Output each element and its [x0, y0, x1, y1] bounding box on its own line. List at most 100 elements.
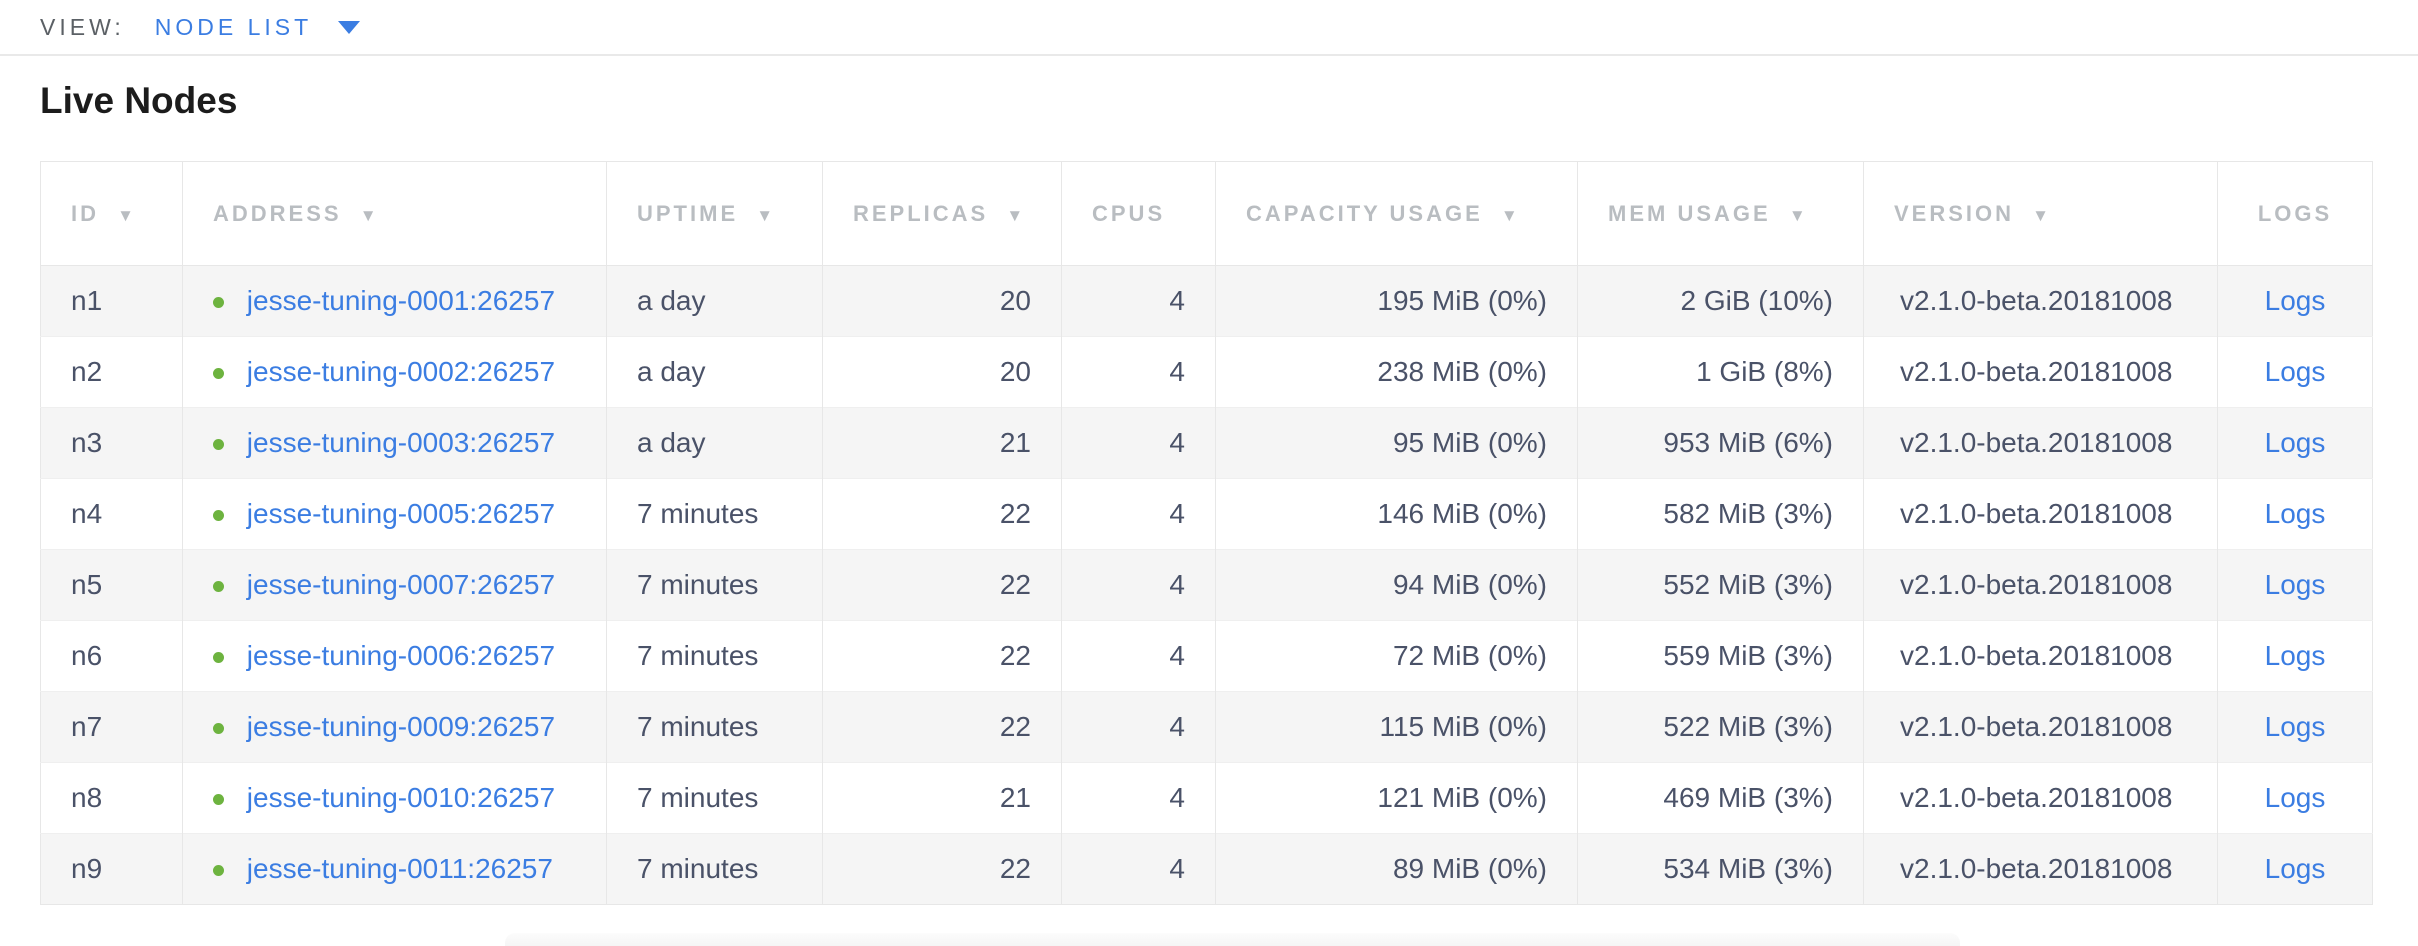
- node-mem-usage: 953 MiB (6%): [1663, 427, 1833, 458]
- chevron-down-icon: [338, 20, 361, 34]
- column-header: LOGS: [2217, 161, 2373, 266]
- node-address-link[interactable]: jesse-tuning-0005:26257: [246, 498, 556, 529]
- column-header-label: LOGS: [2257, 200, 2333, 226]
- node-logs-link[interactable]: Logs: [2264, 569, 2326, 600]
- column-header[interactable]: CAPACITY USAGE ▼: [1215, 161, 1578, 266]
- node-cpus: 4: [1169, 711, 1185, 742]
- node-capacity-cell: 94 MiB (0%): [1215, 549, 1578, 621]
- sort-desc-icon: ▼: [359, 205, 380, 225]
- node-version: v2.1.0-beta.20181008: [1900, 285, 2173, 316]
- node-id-cell: n8: [40, 762, 183, 834]
- node-address-link[interactable]: jesse-tuning-0011:26257: [246, 853, 553, 884]
- view-bar: VIEW: NODE LIST: [0, 0, 2418, 56]
- node-mem-cell: 1 GiB (8%): [1577, 336, 1864, 408]
- column-header[interactable]: REPLICAS ▼: [822, 161, 1062, 266]
- view-selector-dropdown[interactable]: NODE LIST: [155, 14, 361, 41]
- node-cpus: 4: [1169, 569, 1185, 600]
- sort-desc-icon: ▼: [756, 205, 777, 225]
- node-capacity-usage: 121 MiB (0%): [1377, 782, 1547, 813]
- node-capacity-cell: 95 MiB (0%): [1215, 407, 1578, 479]
- node-replicas: 20: [999, 356, 1031, 387]
- node-logs-link[interactable]: Logs: [2264, 711, 2326, 742]
- table-row: n3 jesse-tuning-0003:26257 a day 21 4 95…: [40, 407, 2373, 479]
- node-id-cell: n3: [40, 407, 183, 479]
- node-cpus-cell: 4: [1061, 762, 1216, 834]
- node-capacity-usage: 94 MiB (0%): [1392, 569, 1547, 600]
- node-capacity-usage: 95 MiB (0%): [1392, 427, 1547, 458]
- node-address-cell: jesse-tuning-0002:26257: [182, 336, 607, 408]
- node-version-cell: v2.1.0-beta.20181008: [1863, 833, 2218, 905]
- node-address-cell: jesse-tuning-0006:26257: [182, 620, 607, 692]
- node-version-cell: v2.1.0-beta.20181008: [1863, 762, 2218, 834]
- node-id-cell: n5: [40, 549, 183, 621]
- node-live-status-dot: [213, 865, 224, 876]
- node-logs-cell: Logs: [2217, 478, 2373, 550]
- node-logs-link[interactable]: Logs: [2264, 356, 2326, 387]
- node-logs-link[interactable]: Logs: [2264, 498, 2326, 529]
- column-header[interactable]: UPTIME ▼: [606, 161, 823, 266]
- node-address-link[interactable]: jesse-tuning-0007:26257: [246, 569, 556, 600]
- table-row: n8 jesse-tuning-0010:26257 7 minutes 21 …: [40, 762, 2373, 834]
- node-capacity-usage: 238 MiB (0%): [1377, 356, 1547, 387]
- column-header[interactable]: ADDRESS ▼: [182, 161, 607, 266]
- column-header[interactable]: ID ▼: [40, 161, 183, 266]
- node-mem-usage: 522 MiB (3%): [1663, 711, 1833, 742]
- node-logs-link[interactable]: Logs: [2264, 782, 2326, 813]
- node-replicas: 22: [999, 640, 1031, 671]
- node-replicas-cell: 22: [822, 833, 1062, 905]
- node-mem-cell: 552 MiB (3%): [1577, 549, 1864, 621]
- node-address-link[interactable]: jesse-tuning-0009:26257: [246, 711, 556, 742]
- node-address-link[interactable]: jesse-tuning-0003:26257: [246, 427, 556, 458]
- column-header[interactable]: VERSION ▼: [1863, 161, 2218, 266]
- node-logs-link[interactable]: Logs: [2264, 853, 2326, 884]
- node-id: n3: [71, 427, 103, 458]
- node-live-status-dot: [213, 439, 224, 450]
- node-logs-link[interactable]: Logs: [2264, 640, 2326, 671]
- node-address-link[interactable]: jesse-tuning-0001:26257: [246, 285, 556, 316]
- node-replicas: 22: [999, 853, 1031, 884]
- node-version: v2.1.0-beta.20181008: [1900, 711, 2173, 742]
- node-logs-link[interactable]: Logs: [2264, 427, 2326, 458]
- node-mem-cell: 469 MiB (3%): [1577, 762, 1864, 834]
- node-version: v2.1.0-beta.20181008: [1900, 427, 2173, 458]
- node-capacity-usage: 89 MiB (0%): [1392, 853, 1547, 884]
- node-address-link[interactable]: jesse-tuning-0002:26257: [246, 356, 556, 387]
- node-version-cell: v2.1.0-beta.20181008: [1863, 620, 2218, 692]
- node-capacity-cell: 89 MiB (0%): [1215, 833, 1578, 905]
- node-version-cell: v2.1.0-beta.20181008: [1863, 407, 2218, 479]
- node-version-cell: v2.1.0-beta.20181008: [1863, 691, 2218, 763]
- node-id-cell: n6: [40, 620, 183, 692]
- column-header-label: CAPACITY USAGE: [1246, 200, 1483, 226]
- node-id-cell: n2: [40, 336, 183, 408]
- node-id: n7: [71, 711, 103, 742]
- node-uptime: a day: [637, 356, 706, 387]
- node-capacity-usage: 146 MiB (0%): [1377, 498, 1547, 529]
- node-replicas-cell: 20: [822, 265, 1062, 337]
- node-logs-cell: Logs: [2217, 833, 2373, 905]
- node-uptime-cell: 7 minutes: [606, 478, 823, 550]
- column-header[interactable]: MEM USAGE ▼: [1577, 161, 1864, 266]
- node-mem-cell: 2 GiB (10%): [1577, 265, 1864, 337]
- column-header-label: ID: [71, 200, 99, 226]
- node-capacity-usage: 115 MiB (0%): [1379, 711, 1547, 742]
- table-row: n1 jesse-tuning-0001:26257 a day 20 4 19…: [40, 265, 2373, 337]
- column-header-label: CPUS: [1092, 200, 1166, 226]
- column-header-label: MEM USAGE: [1608, 200, 1771, 226]
- node-address-link[interactable]: jesse-tuning-0010:26257: [246, 782, 556, 813]
- node-uptime-cell: 7 minutes: [606, 691, 823, 763]
- table-row: n4 jesse-tuning-0005:26257 7 minutes 22 …: [40, 478, 2373, 550]
- node-id: n6: [71, 640, 103, 671]
- node-capacity-cell: 72 MiB (0%): [1215, 620, 1578, 692]
- table-header-row: ID ▼ ADDRESS ▼ UPTIME ▼ REPLICAS ▼ CPUS …: [40, 161, 2373, 266]
- node-uptime: a day: [637, 427, 706, 458]
- column-header-label: REPLICAS: [853, 200, 989, 226]
- node-logs-cell: Logs: [2217, 691, 2373, 763]
- node-logs-link[interactable]: Logs: [2264, 285, 2326, 316]
- node-mem-cell: 559 MiB (3%): [1577, 620, 1864, 692]
- node-cpus: 4: [1169, 640, 1185, 671]
- node-address-link[interactable]: jesse-tuning-0006:26257: [246, 640, 556, 671]
- node-address-cell: jesse-tuning-0001:26257: [182, 265, 607, 337]
- sort-desc-icon: ▼: [1006, 205, 1027, 225]
- node-mem-cell: 582 MiB (3%): [1577, 478, 1864, 550]
- node-id: n5: [71, 569, 103, 600]
